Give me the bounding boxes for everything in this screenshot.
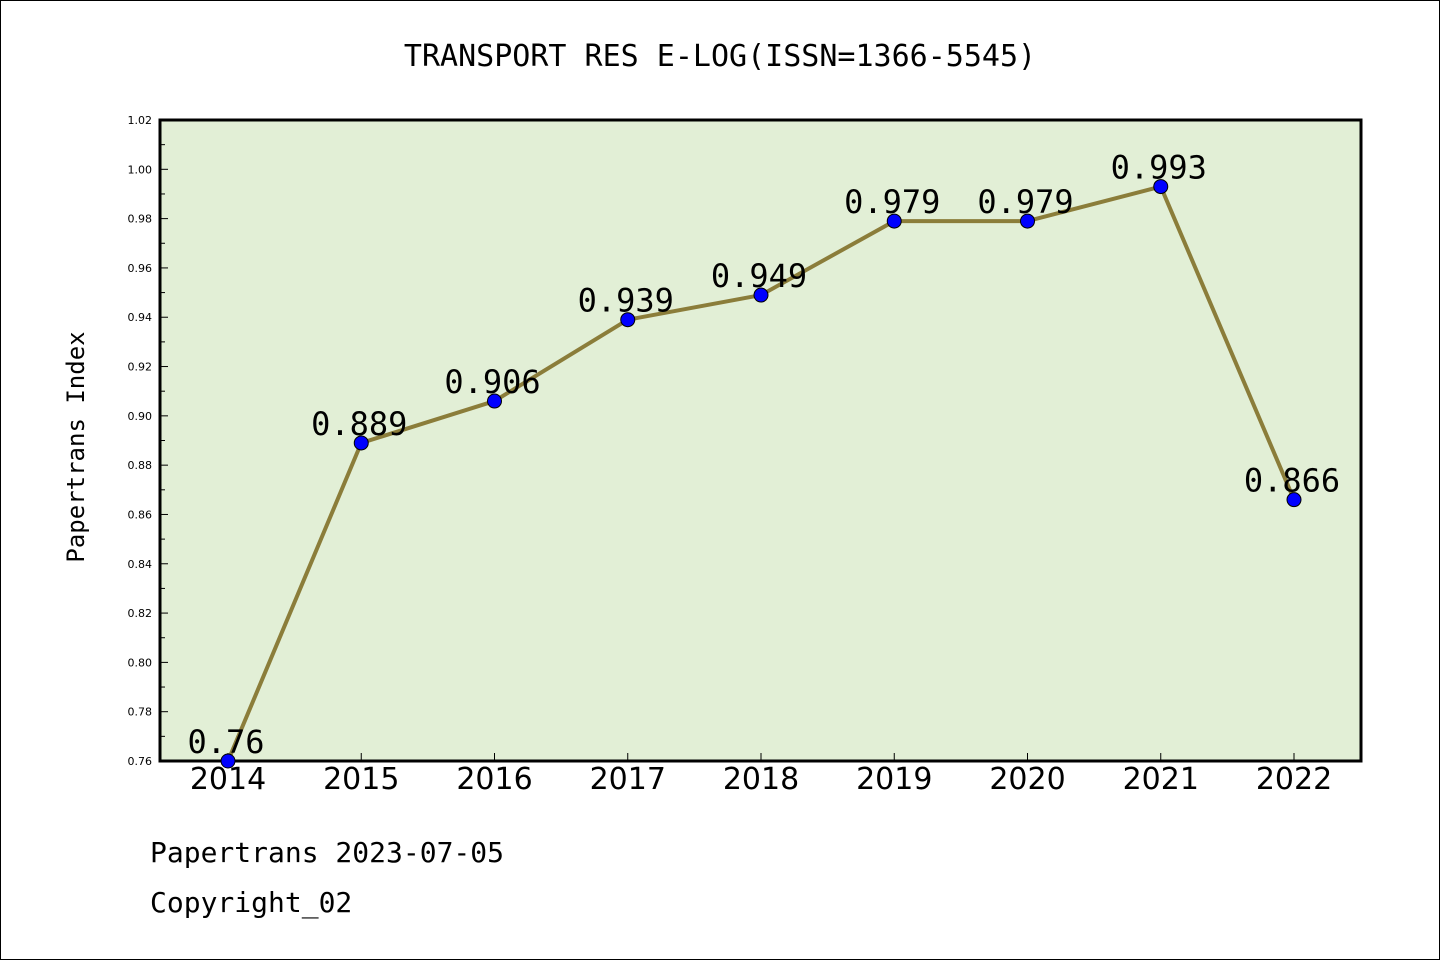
x-tick-label: 2019 xyxy=(856,762,932,797)
y-tick-label: 0.96 xyxy=(128,262,153,275)
y-tick-label: 0.76 xyxy=(128,755,153,768)
x-tick-label: 2016 xyxy=(456,762,532,797)
y-tick-label: 0.82 xyxy=(128,607,153,620)
y-tick-label: 1.00 xyxy=(128,163,153,176)
y-tick-label: 1.02 xyxy=(128,114,153,127)
x-tick-label: 2015 xyxy=(323,762,399,797)
y-tick-label: 0.94 xyxy=(128,311,153,324)
y-tick-label: 0.98 xyxy=(128,213,153,226)
data-point-marker xyxy=(353,435,369,451)
data-label: 0.979 xyxy=(844,183,940,221)
data-label: 0.866 xyxy=(1244,462,1340,500)
x-tick-label: 2020 xyxy=(989,762,1065,797)
footer-copyright: Copyright_02 xyxy=(150,886,353,919)
data-point-marker xyxy=(220,753,236,769)
y-tick-label: 0.92 xyxy=(128,361,153,374)
y-tick-label: 0.86 xyxy=(128,508,153,521)
data-point-marker xyxy=(1286,492,1302,508)
y-tick-label: 0.80 xyxy=(128,656,153,669)
y-tick-label: 0.84 xyxy=(128,558,153,571)
x-tick-label: 2021 xyxy=(1123,762,1199,797)
data-label: 0.76 xyxy=(187,723,264,761)
y-tick-label: 0.90 xyxy=(128,410,153,423)
data-point-marker xyxy=(753,287,769,303)
data-point-marker xyxy=(886,213,902,229)
x-axis: 2014 2015 2016 2017 2018 2019 2020 2021 2022 xyxy=(190,753,1332,797)
data-label: 0.906 xyxy=(444,363,540,401)
data-label: 0.889 xyxy=(311,405,407,443)
data-labels: 0.76 0.889 0.906 0.939 0.949 0.979 0.979 0.993 0… xyxy=(187,149,1340,761)
x-tick-label: 2017 xyxy=(590,762,666,797)
data-point-marker xyxy=(487,393,502,409)
series-line xyxy=(220,179,1302,769)
data-point-marker xyxy=(620,312,636,328)
y-tick-label: 0.78 xyxy=(128,706,153,719)
data-label: 0.979 xyxy=(977,183,1073,221)
data-label: 0.949 xyxy=(711,257,807,295)
x-tick-label: 2022 xyxy=(1256,762,1332,797)
data-point-marker xyxy=(1153,179,1169,195)
y-axis-label: Papertrans Index xyxy=(62,331,90,562)
chart-title: TRANSPORT RES E-LOG(ISSN=1366-5545) xyxy=(404,39,1036,74)
y-tick-label: 0.88 xyxy=(128,459,153,472)
data-label: 0.993 xyxy=(1111,149,1207,187)
footer-date: Papertrans 2023-07-05 xyxy=(150,836,505,869)
y-axis: 0.76 0.78 0.80 0.82 0.84 0.86 0.88 0.90 0.92 0.94… xyxy=(128,114,168,768)
data-label: 0.939 xyxy=(578,282,674,320)
data-point-marker xyxy=(1020,213,1035,229)
x-tick-label: 2018 xyxy=(723,762,799,797)
